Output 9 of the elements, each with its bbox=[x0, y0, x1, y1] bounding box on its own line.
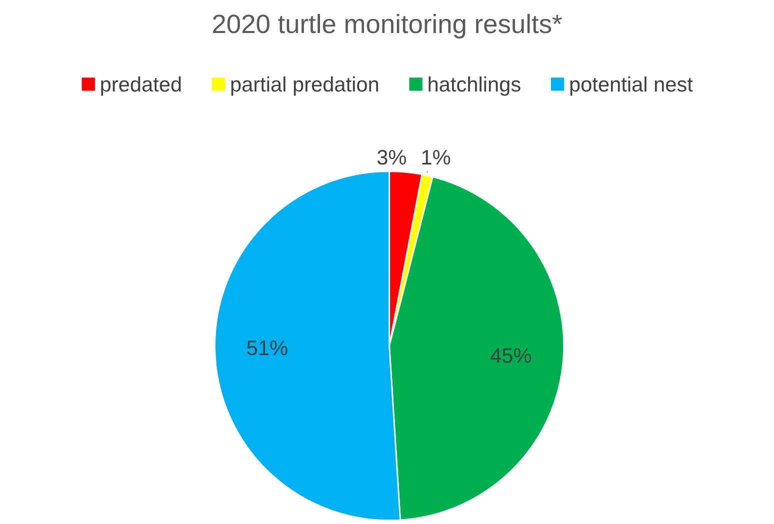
data-label: 45% bbox=[490, 348, 532, 363]
data-label: 3% bbox=[377, 150, 406, 165]
data-label: 51% bbox=[247, 340, 288, 356]
legend-label: potential nest bbox=[570, 76, 693, 96]
chart-title: 2020 turtle monitoring results* bbox=[213, 14, 562, 38]
data-label: 1% bbox=[422, 150, 450, 165]
legend-label: partial predation bbox=[231, 76, 378, 96]
legend-label: predated bbox=[101, 76, 181, 96]
legend-label: hatchlings bbox=[428, 76, 520, 96]
